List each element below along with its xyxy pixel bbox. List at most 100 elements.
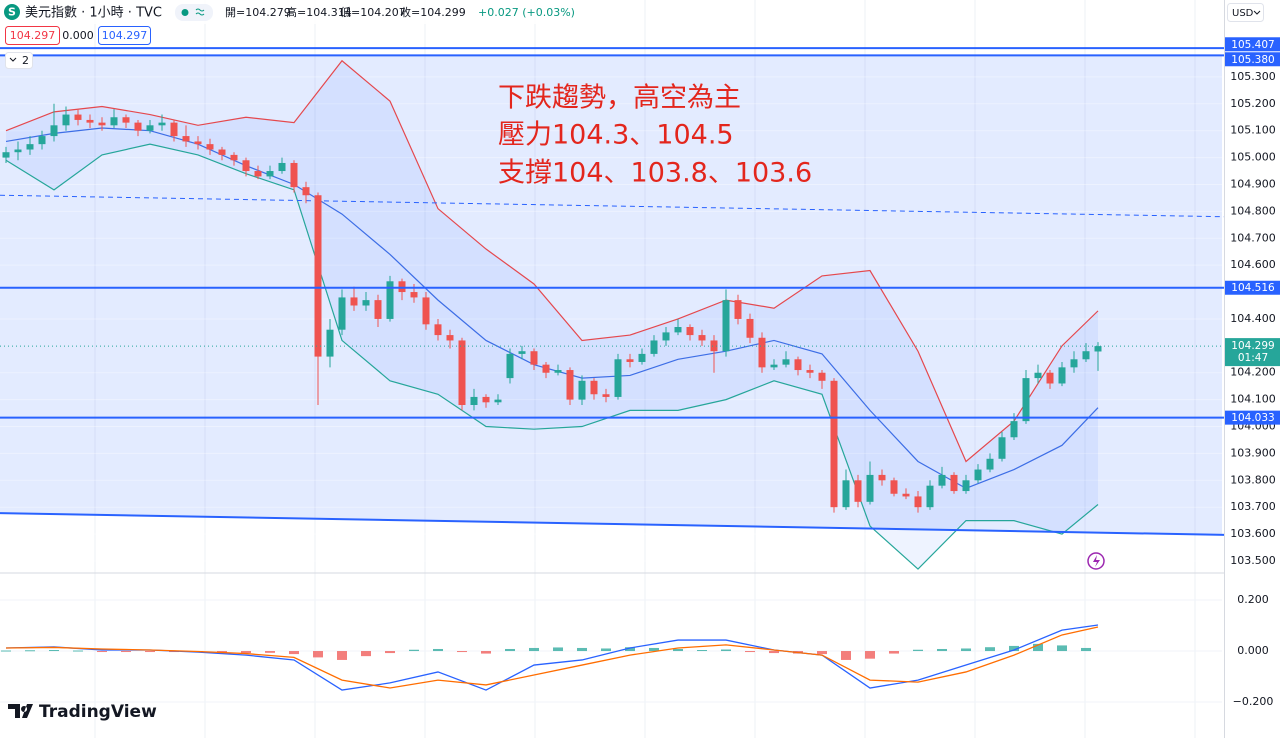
logo: [4, 4, 20, 20]
last-price: 104.299: [1231, 340, 1274, 352]
candle-body: [674, 327, 682, 333]
y-tick-label: 104.200: [1230, 366, 1276, 379]
candle-body: [1046, 372, 1054, 384]
candle-body: [434, 324, 442, 336]
y-tick-label: 104.400: [1230, 312, 1276, 325]
macd-hist: [673, 648, 683, 652]
macd-hist: [385, 651, 395, 654]
candle-body: [854, 480, 862, 502]
candle-body: [818, 372, 826, 381]
level-label-bg: [1225, 280, 1280, 295]
candle-body: [1022, 378, 1030, 422]
macd-hist: [697, 650, 707, 652]
macd-tick-label: 0.200: [1237, 593, 1269, 606]
candle-body: [518, 351, 526, 354]
candle-body: [806, 370, 814, 373]
y-tick-label: 105.300: [1230, 70, 1276, 83]
candle-body: [710, 340, 718, 352]
candle-body: [530, 351, 538, 365]
candle-body: [338, 297, 346, 330]
macd-hist: [457, 651, 467, 653]
brand-logo: [8, 704, 33, 718]
candle-body: [326, 329, 334, 357]
macd-hist: [337, 651, 347, 660]
ohlc-high: 高=104.314: [286, 5, 352, 19]
candle-body: [62, 114, 70, 126]
candle-body: [374, 300, 382, 319]
ohlc-close: 收=104.299: [400, 5, 466, 19]
currency: USD: [1232, 8, 1254, 19]
macd-hist: [217, 651, 227, 653]
macd-hist: [577, 647, 587, 652]
candle-body: [1034, 372, 1042, 379]
chevron: [9, 57, 17, 62]
macd-hist: [1009, 645, 1019, 652]
candle-body: [122, 117, 130, 123]
logo-letter: S: [8, 6, 16, 19]
bid-box[interactable]: [5, 26, 60, 45]
countdown: 01:47: [1238, 352, 1268, 364]
header: S 美元指數 · 1小時 · TVC 開=104.279 高=104.314 低…: [0, 0, 575, 69]
macd-hist: [361, 651, 371, 657]
macd-hist: [937, 648, 947, 652]
macd-hist: [505, 648, 515, 652]
bid: 104.297: [10, 29, 56, 42]
candle-body: [446, 335, 454, 341]
ohlc-low: 低=104.207: [340, 6, 406, 19]
y-tick-label: 103.600: [1230, 527, 1276, 540]
macd-hist: [1, 650, 11, 652]
candle-body: [794, 359, 802, 371]
macd-hist: [1057, 645, 1067, 652]
level-label: 104.033: [1231, 412, 1274, 424]
ask: 104.297: [102, 29, 148, 42]
candle-body: [638, 353, 646, 362]
candle-body: [38, 136, 46, 145]
macd-hist: [625, 647, 635, 652]
candle-body: [926, 485, 934, 508]
y-tick-label: 104.900: [1230, 177, 1276, 190]
candle-body: [554, 370, 562, 373]
candle-body: [2, 152, 10, 158]
candle-body: [998, 437, 1006, 459]
macd-hist: [265, 651, 275, 653]
macd-line: [5, 626, 1099, 689]
y-tick-label: 105.200: [1230, 97, 1276, 110]
wave-icon: [195, 8, 205, 16]
macd-hist: [289, 651, 299, 655]
macd-hist: [649, 647, 659, 652]
candle-body: [410, 292, 418, 298]
last-price-bg: [1225, 338, 1280, 367]
status-pill[interactable]: [175, 4, 213, 21]
candle-body: [182, 136, 190, 142]
y-tick-label: 105.100: [1230, 124, 1276, 137]
macd-hist: [1081, 647, 1091, 652]
macd-hist: [97, 651, 107, 653]
y-tick-label: 104.100: [1230, 393, 1276, 406]
symbol[interactable]: 美元指數 · 1小時 · TVC: [25, 6, 162, 21]
candle-body: [194, 141, 202, 145]
candle-body: [698, 335, 706, 341]
y-tick-label: 104.600: [1230, 258, 1276, 271]
ask-box[interactable]: [98, 26, 151, 45]
candle-body: [350, 297, 358, 306]
candle-body: [686, 327, 694, 336]
macd-hist: [601, 648, 611, 652]
candle-body: [950, 474, 958, 492]
candle-body: [974, 469, 982, 481]
macd-hist: [985, 647, 995, 652]
candle-body: [302, 187, 310, 196]
ohlc-open: 開=104.279: [225, 6, 291, 19]
indicator-toggle[interactable]: [5, 52, 33, 69]
candle-body: [626, 359, 634, 362]
candle-body: [650, 340, 658, 354]
candle-body: [782, 359, 790, 365]
currency-box[interactable]: [1227, 3, 1264, 22]
macd-hist: [241, 651, 251, 654]
macd-hist: [841, 651, 851, 660]
macd-hist: [313, 651, 323, 658]
macd-hist: [73, 650, 83, 652]
candle-body: [398, 281, 406, 293]
candle-body: [1094, 346, 1102, 352]
level-label: 105.407: [1231, 39, 1274, 51]
chevron: [1253, 10, 1261, 15]
